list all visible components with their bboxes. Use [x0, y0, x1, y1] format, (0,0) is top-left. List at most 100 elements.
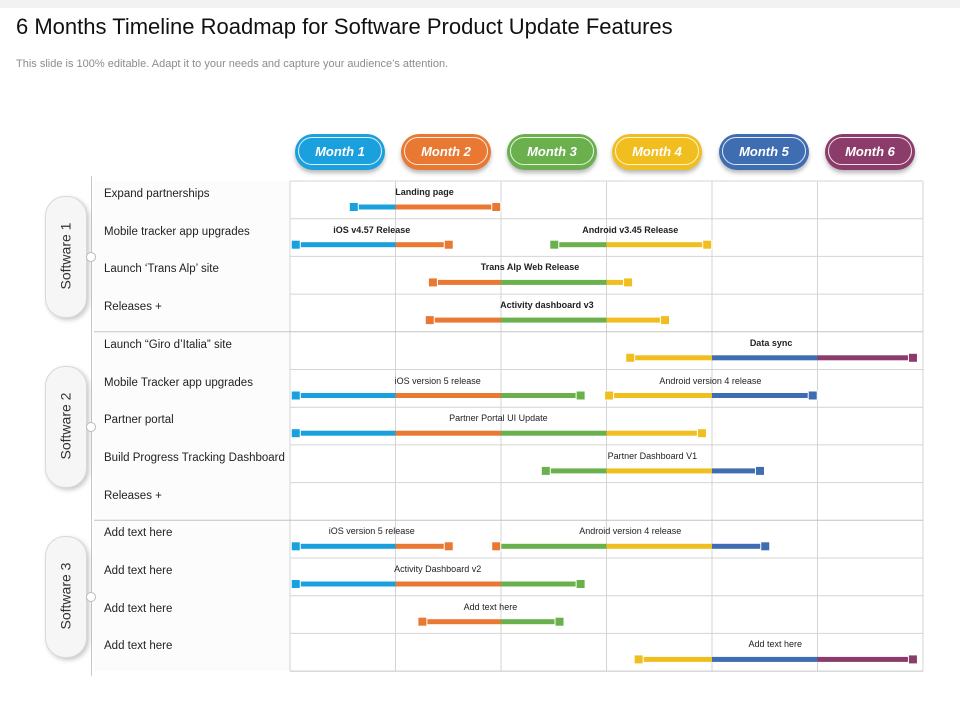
bar-end-marker [575, 390, 586, 401]
timeline-bar-segment [295, 393, 396, 398]
software-group-pill [45, 535, 87, 658]
label-column-background [94, 181, 290, 672]
timeline-bar-segment [501, 619, 560, 625]
bar-start-marker [290, 390, 301, 401]
software-group-label: Software 3 [57, 562, 73, 630]
bar-start-marker [427, 277, 438, 288]
bar-end-marker [754, 465, 765, 476]
bar-start-marker [290, 579, 301, 589]
timeline-bar-segment [501, 430, 607, 436]
task-label: Launch “Giro d’Italia” site [104, 338, 232, 351]
task-label: Releases + [104, 301, 162, 314]
group-connector-dot [86, 252, 96, 263]
timeline-bar-segment [421, 619, 501, 625]
timeline-bar-segment [712, 656, 818, 662]
timeline-bar-label: Android v3.45 Release [582, 224, 679, 235]
task-label: Add text here [104, 602, 173, 615]
bar-end-marker [660, 315, 671, 326]
timeline-bar-label: iOS version 5 release [394, 375, 481, 386]
bar-start-marker [491, 541, 502, 552]
task-label: Expand partnerships [104, 188, 210, 200]
timeline-bar-label: Landing page [395, 187, 454, 197]
timeline-bar-label: iOS version 5 release [328, 526, 415, 537]
bar-start-marker [633, 654, 644, 665]
month-2-pill: Month 2 [401, 134, 491, 170]
task-label: Releases + [104, 489, 162, 502]
timeline-bar-segment [395, 581, 501, 587]
bar-start-marker [290, 239, 301, 250]
timeline-bar-label: Partner Portal UI Update [449, 413, 548, 424]
timeline-bar-label: Add text here [463, 601, 518, 612]
month-1-pill: Month 1 [295, 134, 385, 170]
timeline-bar-label: Android version 4 release [579, 526, 682, 537]
timeline-bar-label: Activity dashboard v3 [500, 300, 594, 311]
timeline-bar-segment [295, 543, 396, 549]
task-label: Add text here [104, 640, 173, 653]
month-label: Month 2 [404, 137, 488, 165]
timeline-bar-segment [395, 543, 449, 549]
timeline-bar-segment [638, 656, 712, 662]
bar-start-marker [549, 239, 560, 250]
bar-end-marker [907, 654, 918, 665]
timeline-bar-segment [429, 317, 501, 323]
timeline-bar-segment [395, 393, 501, 398]
timeline-bar-segment [606, 430, 702, 436]
timeline-bar-segment [295, 242, 396, 248]
bar-end-marker [554, 616, 565, 627]
month-label: Month 5 [722, 137, 806, 165]
timeline-bar-label: Android version 4 release [659, 375, 762, 386]
software-group-label-wrap: Software 2 [45, 366, 85, 486]
timeline-bar-segment [606, 242, 707, 248]
timeline-bar-segment [395, 204, 496, 210]
bar-end-marker [807, 390, 818, 401]
month-label: Month 6 [828, 137, 912, 165]
top-band [0, 0, 960, 8]
group-connector-dot [86, 422, 96, 433]
timeline-bar-segment [295, 581, 396, 587]
task-label: Add text here [104, 527, 173, 540]
task-label: Mobile Tracker app upgrades [104, 376, 253, 389]
timeline-bar-segment [501, 543, 607, 549]
software-group-label: Software 1 [57, 222, 73, 290]
timeline-bar-label: Trans Alp Web Release [480, 262, 580, 273]
bar-start-marker [625, 352, 636, 363]
bar-start-marker [290, 428, 301, 439]
timeline-bar-segment [629, 355, 712, 361]
month-4-pill: Month 4 [612, 134, 702, 170]
timeline-bar-label: Data sync [749, 337, 793, 348]
month-5-pill: Month 5 [719, 134, 809, 170]
timeline-bar-segment [817, 355, 913, 361]
task-label: Add text here [104, 565, 173, 577]
timeline-bar-label: Partner Dashboard V1 [607, 450, 698, 461]
timeline-bar-segment [501, 581, 581, 587]
task-label: Build Progress Tracking Dashboard [104, 451, 285, 464]
timeline-bar-label: Activity Dashboard v2 [394, 564, 482, 574]
timeline-bar-segment [712, 355, 818, 361]
bar-start-marker [424, 315, 435, 326]
timeline-bar-segment [817, 656, 913, 662]
task-label: Partner portal [104, 414, 174, 427]
month-label: Month 4 [615, 137, 699, 165]
bar-end-marker [907, 352, 918, 363]
timeline-bar-segment [712, 468, 760, 474]
timeline-bar-segment [353, 204, 396, 210]
timeline-bar-segment [432, 279, 501, 285]
month-6-pill: Month 6 [825, 134, 915, 170]
timeline-bar-segment [712, 543, 765, 549]
bar-end-marker [760, 541, 771, 552]
bar-end-marker [623, 277, 634, 288]
timeline-bar-segment [553, 242, 607, 248]
timeline-bar-segment [606, 468, 712, 474]
month-label: Month 1 [298, 137, 382, 165]
timeline-bar-segment [606, 279, 628, 285]
bar-end-marker [702, 239, 713, 250]
bar-start-marker [540, 465, 551, 476]
timeline-bar-segment [545, 468, 607, 474]
month-label: Month 3 [510, 137, 594, 165]
bar-start-marker [604, 390, 615, 401]
timeline-bar-label: Add text here [748, 639, 803, 650]
bar-end-marker [443, 239, 454, 250]
page-title: 6 Months Timeline Roadmap for Software P… [16, 14, 673, 39]
bar-start-marker [348, 202, 359, 212]
